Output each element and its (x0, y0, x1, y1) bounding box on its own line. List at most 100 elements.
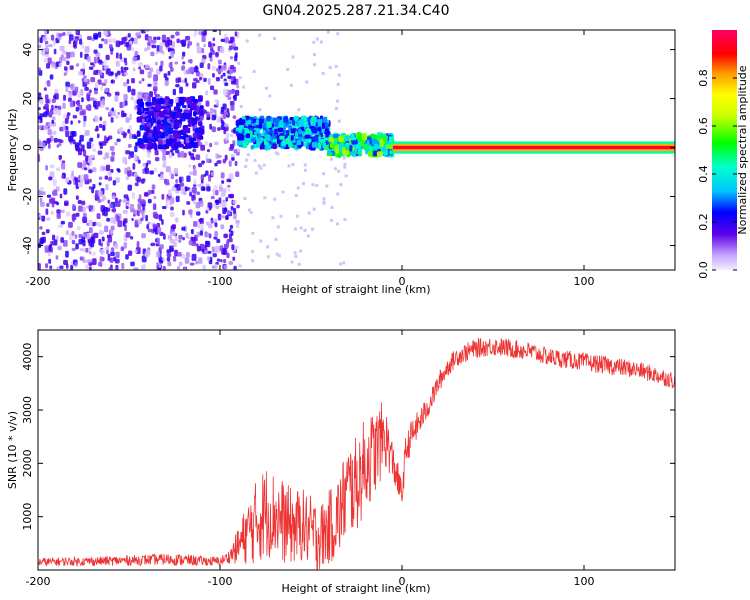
heatmap-cell (223, 233, 228, 239)
heatmap-cell (125, 205, 129, 210)
heatmap-cell (231, 76, 235, 82)
heatmap-cell (160, 105, 166, 109)
heatmap-cell (138, 159, 141, 164)
snr-background (38, 330, 675, 570)
heatmap-cell (361, 133, 367, 140)
heatmap-cell (323, 137, 330, 141)
heatmap-cell (162, 159, 167, 166)
heatmap-cell (275, 252, 279, 256)
heatmap-cell (44, 103, 49, 109)
heatmap-cell (229, 100, 235, 106)
heatmap-cell (60, 220, 66, 225)
heatmap-cell (206, 149, 211, 153)
heatmap-cell (256, 141, 260, 147)
heatmap-cell (337, 119, 341, 123)
heatmap-cell (44, 40, 49, 45)
heatmap-cell (183, 68, 187, 75)
heatmap-cell (240, 119, 246, 124)
heatmap-cell (179, 86, 183, 94)
heatmap-cell (233, 94, 237, 101)
heatmap-cell (120, 66, 124, 74)
heatmap-cell (311, 227, 315, 231)
heatmap-cell (74, 262, 78, 267)
heatmap-cell (161, 144, 166, 150)
heatmap-cell (244, 143, 248, 149)
heatmap-cell (89, 97, 95, 101)
heatmap-cell (153, 167, 158, 173)
heatmap-cell (154, 150, 159, 156)
heatmap-cell (103, 135, 107, 143)
heatmap-cell (88, 250, 92, 255)
heatmap-cell (40, 191, 46, 196)
heatmap-cell (238, 264, 242, 268)
heatmap-cell (88, 89, 92, 94)
heatmap-cell (74, 86, 79, 93)
heatmap-cell (281, 140, 286, 146)
heatmap-cell (140, 178, 145, 184)
heatmap-cell (92, 183, 96, 189)
heatmap-cell (102, 166, 107, 171)
heatmap-cell (330, 139, 335, 143)
heatmap-cell (233, 148, 237, 154)
heatmap-cell (145, 214, 148, 222)
heatmap-cell (88, 169, 93, 174)
heatmap-cell (164, 77, 169, 81)
heatmap-cell (198, 109, 204, 115)
heatmap-cell (127, 33, 131, 38)
heatmap-cell (297, 139, 301, 146)
heatmap-cell (97, 31, 102, 38)
heatmap-cell (266, 255, 270, 259)
heatmap-cell (291, 55, 295, 59)
heatmap-cell (189, 66, 194, 74)
heatmap-cell (71, 247, 76, 251)
heatmap-cell (51, 104, 54, 110)
heatmap-cell (209, 142, 213, 148)
heatmap-cell (53, 239, 58, 246)
heatmap-cell (253, 131, 259, 135)
heatmap-cell (144, 167, 148, 172)
snr-frame (37, 329, 676, 571)
heatmap-cell (158, 262, 162, 268)
heatmap-cell (105, 183, 109, 191)
heatmap-cell (280, 121, 284, 126)
heatmap-cell (82, 160, 87, 166)
heatmap-cell (63, 66, 68, 71)
heatmap-cell (215, 51, 219, 58)
heatmap-cell (38, 154, 41, 162)
heatmap-cell (367, 151, 373, 157)
heatmap-cell (223, 128, 227, 135)
heatmap-cell (53, 107, 59, 115)
heatmap-cell (129, 203, 135, 211)
heatmap-cell (177, 152, 181, 158)
heatmap-cell (152, 203, 157, 211)
heatmap-cell (289, 83, 293, 87)
heatmap-cell (68, 136, 74, 142)
heatmap-cell (150, 242, 156, 247)
heatmap-cell (174, 184, 179, 188)
heatmap-cell (40, 201, 45, 207)
heatmap-cell (234, 55, 238, 62)
heatmap-cell (363, 143, 369, 150)
heatmap-cell (88, 205, 94, 210)
heatmap-cell (199, 230, 204, 236)
heatmap-cell (174, 61, 179, 65)
heatmap-cell (130, 236, 134, 240)
heatmap-cell (157, 120, 162, 125)
heatmap-cell (111, 195, 116, 200)
heatmap-cell (258, 33, 262, 37)
heatmap-cell (47, 143, 51, 149)
heatmap-cell (205, 90, 209, 96)
heatmap-cell (105, 106, 110, 111)
heatmap-cell (194, 142, 198, 148)
heatmap-cell (110, 117, 114, 123)
heatmap-cell (59, 45, 65, 52)
heatmap-cell (159, 99, 165, 104)
heatmap-cell (53, 189, 58, 196)
heatmap-cell (120, 246, 125, 251)
heatmap-cell (46, 217, 51, 221)
heatmap-cell (189, 105, 194, 111)
heatmap-cell (250, 145, 255, 150)
heatmap-cell (171, 224, 177, 230)
heatmap-cell (198, 218, 203, 223)
heatmap-cell (214, 162, 218, 167)
